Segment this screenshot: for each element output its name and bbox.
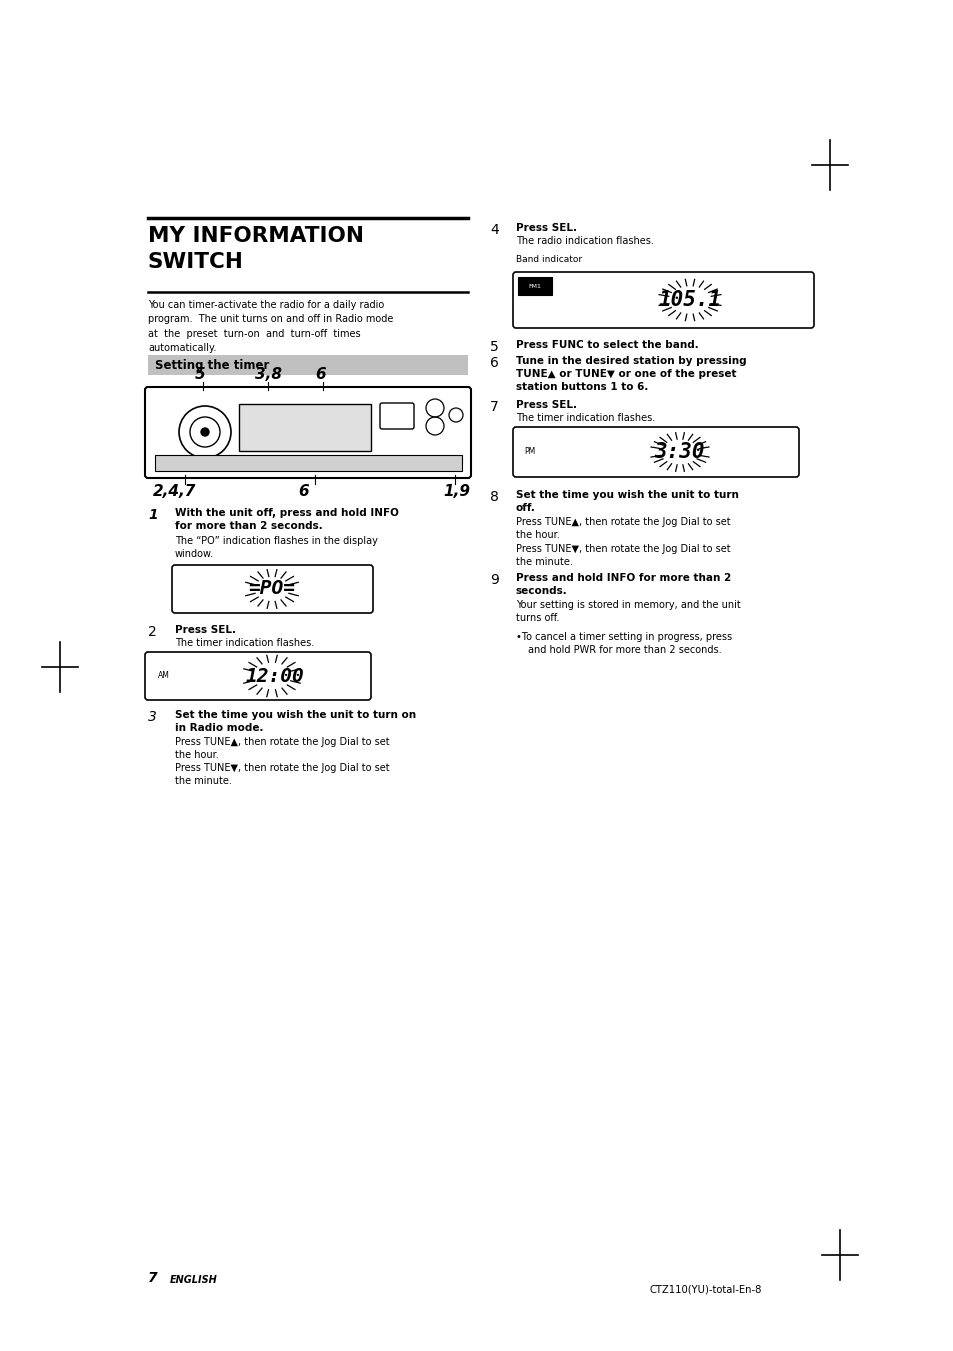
- FancyBboxPatch shape: [517, 277, 552, 295]
- Text: Your setting is stored in memory, and the unit: Your setting is stored in memory, and th…: [516, 600, 740, 611]
- Text: 4: 4: [490, 223, 498, 236]
- Text: Tune in the desired station by pressing: Tune in the desired station by pressing: [516, 357, 746, 366]
- Text: FM1: FM1: [528, 284, 541, 289]
- Text: Press TUNE▲, then rotate the Jog Dial to set: Press TUNE▲, then rotate the Jog Dial to…: [516, 517, 730, 527]
- FancyBboxPatch shape: [513, 427, 799, 477]
- Text: The timer indication flashes.: The timer indication flashes.: [174, 638, 314, 648]
- Text: ENGLISH: ENGLISH: [170, 1275, 217, 1285]
- Text: 5: 5: [194, 367, 206, 382]
- Text: =PO=: =PO=: [248, 580, 295, 598]
- Text: 12:00: 12:00: [245, 666, 304, 685]
- Text: 1: 1: [148, 508, 157, 521]
- Text: You can timer-activate the radio for a daily radio
program.  The unit turns on a: You can timer-activate the radio for a d…: [148, 300, 393, 353]
- Text: off.: off.: [516, 503, 536, 513]
- Text: the minute.: the minute.: [516, 557, 572, 567]
- Text: 5: 5: [490, 340, 498, 354]
- Text: TUNE▲ or TUNE▼ or one of the preset: TUNE▲ or TUNE▼ or one of the preset: [516, 369, 736, 380]
- Text: 105.1: 105.1: [658, 290, 720, 309]
- FancyBboxPatch shape: [513, 272, 813, 328]
- Text: 6: 6: [490, 357, 498, 370]
- Text: SWITCH: SWITCH: [148, 253, 244, 272]
- Text: the minute.: the minute.: [174, 775, 232, 786]
- Text: and hold PWR for more than 2 seconds.: and hold PWR for more than 2 seconds.: [527, 644, 720, 655]
- FancyBboxPatch shape: [148, 355, 468, 376]
- Text: Set the time you wish the unit to turn on: Set the time you wish the unit to turn o…: [174, 711, 416, 720]
- Text: Press and hold INFO for more than 2: Press and hold INFO for more than 2: [516, 573, 731, 584]
- Text: 3:30: 3:30: [654, 442, 704, 462]
- Text: The radio indication flashes.: The radio indication flashes.: [516, 236, 653, 246]
- Text: Setting the timer: Setting the timer: [154, 358, 269, 372]
- Circle shape: [201, 428, 209, 436]
- Text: MY INFORMATION: MY INFORMATION: [148, 226, 364, 246]
- FancyBboxPatch shape: [145, 386, 471, 478]
- FancyBboxPatch shape: [239, 404, 371, 451]
- Text: 2: 2: [148, 626, 156, 639]
- FancyBboxPatch shape: [145, 653, 371, 700]
- Text: 3: 3: [148, 711, 156, 724]
- Text: window.: window.: [174, 549, 213, 559]
- Text: 9: 9: [490, 573, 498, 586]
- Text: for more than 2 seconds.: for more than 2 seconds.: [174, 521, 322, 531]
- Text: 7: 7: [148, 1271, 157, 1285]
- Text: 6: 6: [314, 367, 325, 382]
- Text: The “PO” indication flashes in the display: The “PO” indication flashes in the displ…: [174, 536, 377, 546]
- Text: Press TUNE▼, then rotate the Jog Dial to set: Press TUNE▼, then rotate the Jog Dial to…: [174, 763, 389, 773]
- FancyBboxPatch shape: [172, 565, 373, 613]
- Text: Press TUNE▼, then rotate the Jog Dial to set: Press TUNE▼, then rotate the Jog Dial to…: [516, 544, 730, 554]
- Text: Set the time you wish the unit to turn: Set the time you wish the unit to turn: [516, 490, 739, 500]
- Text: 3,8: 3,8: [254, 367, 282, 382]
- Text: AM: AM: [158, 671, 170, 681]
- FancyBboxPatch shape: [379, 403, 414, 430]
- Text: 8: 8: [490, 490, 498, 504]
- Text: Press FUNC to select the band.: Press FUNC to select the band.: [516, 340, 698, 350]
- Text: Press SEL.: Press SEL.: [516, 400, 577, 409]
- Text: The timer indication flashes.: The timer indication flashes.: [516, 413, 655, 423]
- Text: CTZ110(YU)-total-En-8: CTZ110(YU)-total-En-8: [649, 1285, 761, 1296]
- Text: 2,4,7: 2,4,7: [152, 484, 196, 499]
- Text: seconds.: seconds.: [516, 586, 567, 596]
- Text: With the unit off, press and hold INFO: With the unit off, press and hold INFO: [174, 508, 398, 517]
- Text: turns off.: turns off.: [516, 613, 558, 623]
- Text: PM: PM: [523, 447, 535, 457]
- Text: Press TUNE▲, then rotate the Jog Dial to set: Press TUNE▲, then rotate the Jog Dial to…: [174, 738, 389, 747]
- Text: in Radio mode.: in Radio mode.: [174, 723, 263, 734]
- Text: 6: 6: [297, 484, 309, 499]
- Text: Press SEL.: Press SEL.: [516, 223, 577, 232]
- Text: •To cancel a timer setting in progress, press: •To cancel a timer setting in progress, …: [516, 632, 731, 642]
- FancyBboxPatch shape: [154, 455, 461, 471]
- Text: Band indicator: Band indicator: [516, 255, 581, 263]
- Text: the hour.: the hour.: [174, 750, 218, 761]
- Text: station buttons 1 to 6.: station buttons 1 to 6.: [516, 382, 648, 392]
- Text: Press SEL.: Press SEL.: [174, 626, 235, 635]
- Text: 7: 7: [490, 400, 498, 413]
- Text: 1,9: 1,9: [442, 484, 470, 499]
- Text: the hour.: the hour.: [516, 530, 559, 540]
